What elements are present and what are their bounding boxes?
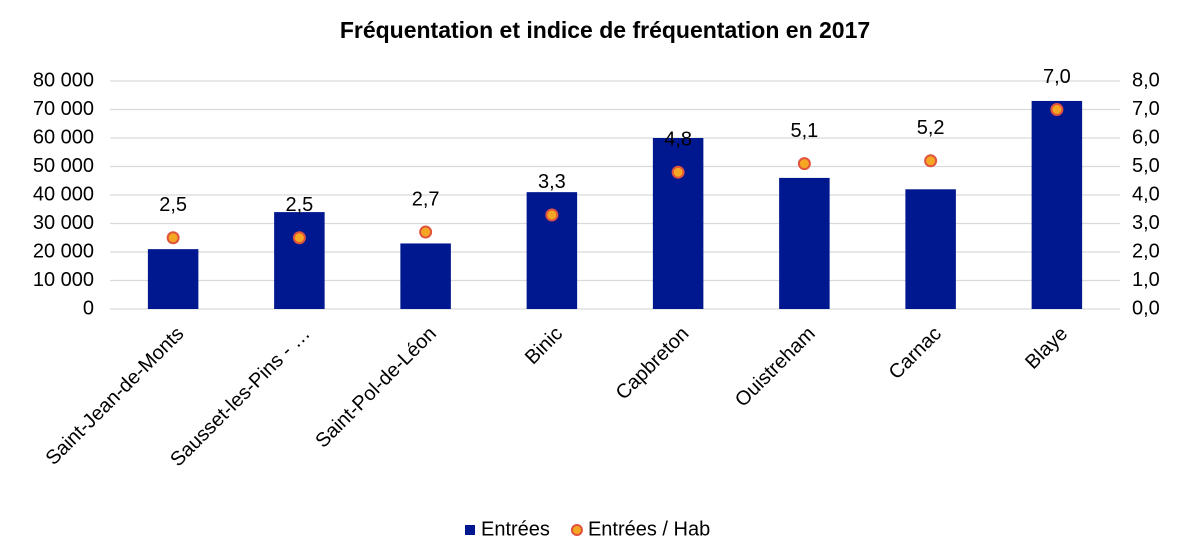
- chart-title: Fréquentation et indice de fréquentation…: [340, 17, 870, 43]
- y-tick-label: 40 000: [33, 183, 94, 205]
- bar: [1031, 100, 1083, 309]
- bar: [779, 177, 830, 309]
- y2-tick-label: 3,0: [1132, 212, 1160, 234]
- y2-tick-label: 1,0: [1132, 269, 1160, 291]
- dot: [1050, 103, 1064, 116]
- y-tick-label: 10 000: [33, 269, 94, 291]
- bar: [905, 189, 956, 309]
- y2-tick-label: 7,0: [1132, 98, 1160, 120]
- y-tick-label: 80 000: [33, 69, 94, 91]
- dot: [166, 231, 180, 245]
- data-label: 2,5: [159, 194, 187, 216]
- bar: [400, 243, 451, 309]
- y-tick-label: 30 000: [33, 212, 94, 234]
- y2-tick-label: 6,0: [1132, 126, 1160, 148]
- y2-tick-label: 0,0: [1132, 297, 1160, 319]
- x-tick-label: Ouistreham: [731, 323, 820, 412]
- y-tick-label: 60 000: [33, 126, 94, 148]
- y2-tick-label: 5,0: [1132, 155, 1160, 177]
- x-tick-label: Saint-Pol-de-Léon: [311, 323, 441, 453]
- data-label: 2,7: [412, 188, 440, 210]
- bar: [652, 138, 704, 309]
- dot: [419, 225, 433, 239]
- legend-swatch: [465, 525, 475, 535]
- data-label: 7,0: [1043, 66, 1071, 88]
- y2-tick-label: 2,0: [1132, 240, 1160, 262]
- dot: [671, 165, 685, 179]
- x-tick-label: Sausset-les-Pins - …: [166, 323, 314, 471]
- dot: [924, 154, 938, 168]
- y-tick-label: 20 000: [33, 240, 94, 262]
- x-tick-label: Binic: [521, 323, 567, 369]
- y-tick-label: 50 000: [33, 155, 94, 177]
- legend-label: Entrées / Hab: [588, 518, 710, 540]
- data-label: 2,5: [285, 194, 313, 216]
- legend-swatch: [570, 524, 583, 536]
- dot: [797, 157, 811, 171]
- x-tick-label: Carnac: [885, 323, 946, 384]
- y2-tick-label: 8,0: [1132, 69, 1160, 91]
- legend-label: Entrées: [481, 518, 550, 540]
- data-label: 4,8: [664, 128, 692, 150]
- dot: [292, 231, 306, 245]
- x-tick-label: Blaye: [1021, 323, 1072, 374]
- x-tick-label: Capbreton: [612, 323, 694, 405]
- bar: [147, 249, 199, 309]
- y-tick-label: 70 000: [33, 98, 94, 120]
- x-tick-label: Saint-Jean-de-Monts: [42, 323, 189, 470]
- bar: [274, 212, 325, 309]
- y2-tick-label: 4,0: [1132, 183, 1160, 205]
- data-label: 3,3: [538, 171, 566, 193]
- dot: [545, 208, 559, 222]
- data-label: 5,2: [917, 117, 945, 139]
- data-label: 5,1: [790, 120, 818, 142]
- y-tick-label: 0: [83, 297, 94, 319]
